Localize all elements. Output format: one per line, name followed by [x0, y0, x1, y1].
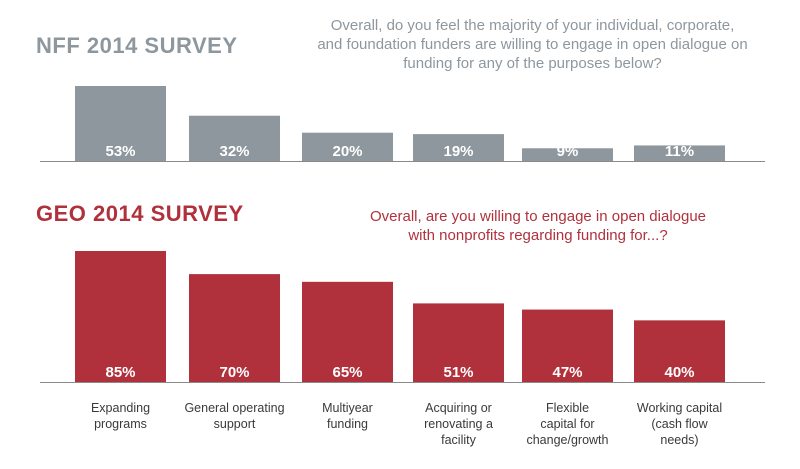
geo-bar	[75, 251, 166, 382]
geo-data-label: 51%	[443, 364, 473, 381]
nff-data-label: 32%	[219, 143, 249, 160]
category-label-line: capital for	[540, 417, 595, 431]
category-label-line: programs	[94, 417, 147, 431]
nff-bar	[634, 145, 725, 161]
geo-data-label: 65%	[332, 364, 362, 381]
nff-data-label: 19%	[443, 143, 473, 160]
geo-question-line: with nonprofits regarding funding for...…	[408, 227, 668, 244]
category-label-line: renovating a	[424, 417, 493, 431]
geo-survey-title: GEO 2014 SURVEY	[36, 201, 244, 226]
nff-data-label: 20%	[332, 143, 362, 160]
category-label-line: facility	[441, 433, 476, 447]
nff-survey-title: NFF 2014 SURVEY	[36, 33, 238, 58]
nff-question-line: Overall, do you feel the majority of you…	[330, 17, 735, 34]
geo-question: Overall, are you willing to engage in op…	[318, 207, 758, 245]
category-label-line: Expanding	[90, 401, 151, 415]
nff-question-line: funding for any of the purposes below?	[403, 55, 662, 72]
nff-bar	[522, 148, 613, 161]
geo-data-label: 85%	[105, 364, 135, 381]
geo-bar	[189, 274, 280, 382]
category-label-line: needs)	[660, 433, 699, 447]
category-label: Multiyear funding	[288, 400, 408, 432]
category-label: Expanding programs	[61, 400, 181, 432]
category-label-line: Working capital	[636, 401, 723, 415]
geo-question-line: Overall, are you willing to engage in op…	[369, 208, 707, 225]
nff-data-label: 11%	[665, 143, 694, 160]
nff-bar	[413, 134, 504, 161]
category-label: Flexible capital for change/growth	[508, 400, 628, 448]
category-label: Acquiring or renovating a facility	[399, 400, 519, 448]
geo-bar	[634, 320, 725, 382]
category-label-line: General operating	[184, 401, 285, 415]
category-label-line: Flexible	[545, 401, 590, 415]
geo-data-label: 47%	[552, 364, 582, 381]
category-label-line: change/growth	[526, 433, 609, 447]
nff-bar	[75, 86, 166, 161]
category-label-line: support	[213, 417, 256, 431]
nff-bar	[302, 132, 393, 161]
nff-question: Overall, do you feel the majority of you…	[280, 16, 785, 73]
geo-data-label: 40%	[664, 364, 694, 381]
category-label-line: Acquiring or	[425, 401, 492, 415]
nff-bar	[189, 115, 280, 161]
category-label: Working capital (cash flow needs)	[620, 400, 740, 448]
category-label: General operating support	[175, 400, 295, 432]
category-label-line: funding	[326, 417, 368, 431]
geo-bar	[302, 281, 393, 382]
category-label-line: (cash flow	[651, 417, 708, 431]
nff-data-label: 9%	[557, 143, 579, 160]
geo-bar	[522, 309, 613, 382]
nff-data-label: 53%	[105, 143, 135, 160]
geo-bar	[413, 303, 504, 382]
category-label-line: Multiyear	[322, 401, 373, 415]
geo-data-label: 70%	[219, 364, 249, 381]
nff-question-line: and foundation funders are willing to en…	[317, 36, 748, 53]
